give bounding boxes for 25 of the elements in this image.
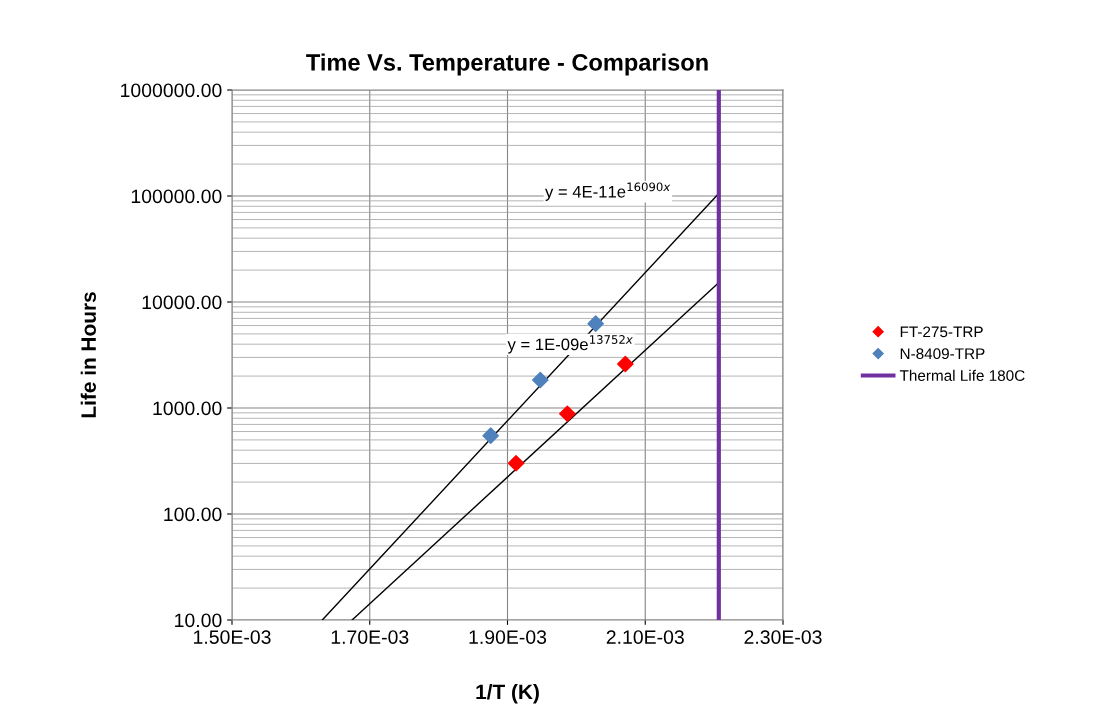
- x-tick-label: 1.50E-03: [194, 630, 271, 644]
- x-tick-label: 1.70E-03: [331, 630, 409, 644]
- x-tick-label: 1.90E-03: [469, 630, 547, 644]
- point: [587, 315, 604, 333]
- point: [617, 355, 634, 373]
- y-tick-label: 1000.00: [153, 401, 222, 416]
- y-tick-label: 100.00: [164, 507, 222, 522]
- x-tick-label: 2.30E-03: [744, 630, 822, 644]
- annotation: y = 4E-11e$^{16090x}$: [545, 182, 671, 201]
- x-tick-label: 2.10E-03: [606, 630, 684, 644]
- y-tick-label: 10.00: [175, 613, 222, 628]
- point: [507, 454, 525, 472]
- y-tick-label: 100000.00: [131, 189, 222, 204]
- x-axis-title: 1/T (K): [476, 683, 539, 704]
- y-tick-label: 1000000.00: [121, 83, 222, 98]
- legend-label: FT-275-TRP: [900, 326, 983, 338]
- legend-label: N-8409-TRP: [900, 348, 985, 360]
- point: [482, 427, 499, 444]
- y-tick-label: 10000.00: [142, 295, 222, 310]
- annotation: y = 1E-09e$^{13752x}$: [507, 335, 633, 354]
- point: [559, 405, 576, 423]
- legend-label: Thermal Life 180C: [899, 369, 1025, 381]
- y-axis-title: Life in Hours: [80, 292, 96, 418]
- point: [531, 371, 549, 389]
- chart-title: Time Vs. Temperature - Comparison: [306, 53, 708, 76]
